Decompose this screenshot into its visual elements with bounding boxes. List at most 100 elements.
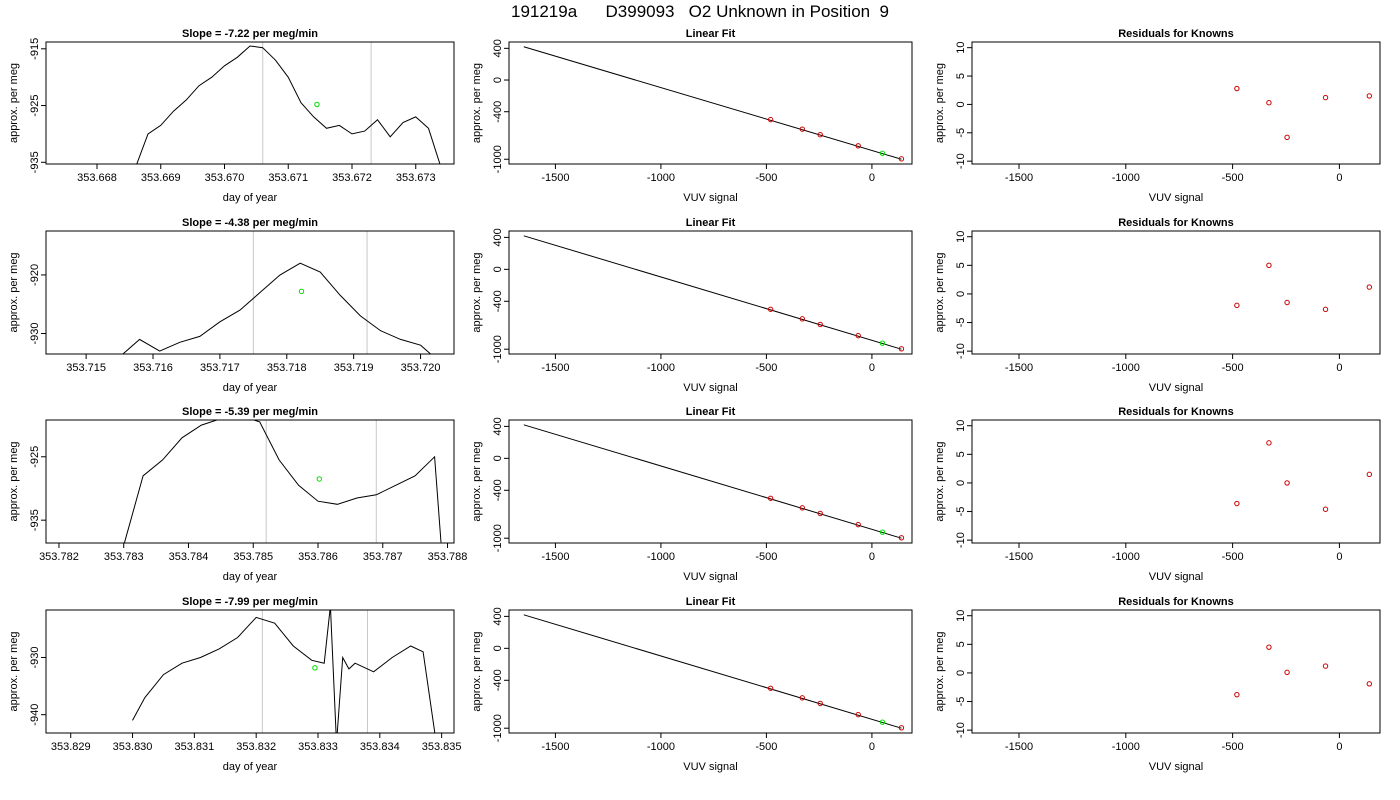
x-tick-label: -500: [755, 741, 777, 753]
x-tick-label: 0: [1336, 172, 1342, 184]
known-point: [1266, 644, 1272, 650]
plot-frame: [508, 230, 913, 355]
y-tick-label: -400: [492, 479, 504, 501]
x-tick-label: 353.835: [422, 741, 462, 753]
fit-line: [523, 235, 902, 350]
panel-title: Slope = -7.22 per meg/min: [182, 28, 318, 40]
series-line: [122, 262, 432, 354]
x-tick-label: -500: [1222, 362, 1244, 374]
plot-area: [136, 42, 441, 164]
x-tick-label: 0: [869, 551, 875, 563]
x-axis-label: VUV signal: [1149, 382, 1203, 394]
x-axis-label: day of year: [223, 571, 278, 583]
panel-fit-3: Linear Fit -1500 -1000 -500 0 400 0 -400 -1000 VU…: [471, 406, 913, 583]
unknown-point: [314, 101, 320, 108]
plot-area: [523, 235, 905, 352]
plot-frame: [971, 609, 1381, 734]
plot-frame: [971, 41, 1381, 165]
y-tick-label: 0: [492, 455, 504, 461]
x-tick-label: -1500: [541, 551, 569, 563]
plot-area: [1234, 85, 1373, 141]
y-tick-label: -5: [955, 507, 967, 517]
x-tick-label: 353.715: [66, 362, 106, 374]
known-point: [1234, 85, 1240, 92]
y-axis-label: approx. per meg: [8, 631, 20, 711]
y-tick-label: 400: [492, 417, 504, 435]
known-point: [1266, 100, 1272, 106]
known-point: [898, 535, 905, 541]
y-tick-label: -400: [492, 669, 504, 691]
known-point: [817, 700, 823, 707]
x-tick-label: 353.833: [298, 741, 338, 753]
x-tick-label: 353.717: [200, 362, 240, 374]
y-tick-label: -935: [29, 151, 41, 173]
y-axis-label: approx. per meg: [471, 441, 483, 521]
x-tick-label: -1000: [1112, 362, 1140, 374]
x-tick-label: -1500: [541, 172, 569, 184]
y-axis-label: approx. per meg: [934, 63, 946, 143]
known-point: [1322, 506, 1329, 512]
y-tick-label: 0: [492, 645, 504, 651]
plot-area: [122, 231, 432, 354]
y-tick-label: -930: [29, 322, 41, 344]
x-tick-label: -1500: [1005, 362, 1033, 374]
y-tick-label: 0: [492, 266, 504, 272]
x-tick-label: 353.668: [77, 172, 117, 184]
known-point: [1284, 669, 1290, 676]
x-tick-label: -500: [755, 551, 777, 563]
fit-line: [523, 614, 902, 729]
known-point: [898, 346, 905, 352]
series-line: [136, 45, 441, 164]
known-point: [799, 126, 805, 132]
panel-resid-2: Residuals for Knowns -1500 -1000 -500 0 10 5 0 -…: [934, 217, 1381, 394]
panel-title: Linear Fit: [686, 406, 736, 418]
plot-frame: [971, 419, 1381, 544]
y-axis-label: approx. per meg: [934, 631, 946, 711]
x-tick-label: 353.829: [51, 741, 91, 753]
x-tick-label: -1000: [647, 172, 675, 184]
panel-drift-1: Slope = -7.22 per meg/min 353.668 353.669 3…: [8, 28, 455, 204]
known-point: [817, 510, 823, 517]
x-tick-label: 0: [1336, 551, 1342, 563]
y-tick-label: 10: [955, 42, 967, 54]
panel-title: Slope = -4.38 per meg/min: [182, 217, 318, 229]
known-point: [898, 725, 905, 731]
panel-resid-3: Residuals for Knowns -1500 -1000 -500 0 10 5 0 -…: [934, 406, 1381, 583]
y-tick-label: -935: [29, 509, 41, 531]
plot-area: [132, 610, 436, 733]
x-tick-label: 353.720: [401, 362, 441, 374]
y-axis-label: approx. per meg: [934, 252, 946, 332]
y-tick-label: 400: [492, 228, 504, 246]
panel-title: Residuals for Knowns: [1118, 596, 1234, 608]
x-tick-label: 353.787: [363, 551, 403, 563]
known-point: [767, 685, 774, 691]
fit-line: [523, 424, 902, 539]
panel-title: Residuals for Knowns: [1118, 217, 1234, 229]
plot-frame: [45, 230, 455, 355]
x-axis-label: day of year: [223, 192, 278, 204]
x-tick-label: 353.831: [174, 741, 214, 753]
known-point: [1322, 306, 1329, 313]
y-tick-label: 0: [955, 480, 967, 486]
known-point: [1234, 302, 1240, 309]
plot-frame: [508, 41, 913, 165]
known-point: [767, 306, 774, 312]
known-point: [799, 505, 805, 511]
plot-frame: [508, 419, 913, 544]
x-tick-label: 353.788: [428, 551, 468, 563]
unknown-point: [879, 529, 886, 535]
known-point: [1322, 663, 1329, 669]
x-tick-label: -1500: [541, 741, 569, 753]
x-tick-label: 353.718: [267, 362, 307, 374]
plot-area: [523, 614, 905, 731]
plot-area: [523, 46, 905, 162]
x-tick-label: 353.719: [334, 362, 374, 374]
x-tick-label: 353.671: [268, 172, 308, 184]
y-tick-label: -925: [29, 446, 41, 468]
panel-title: Residuals for Knowns: [1118, 28, 1234, 40]
x-tick-label: -1500: [1005, 551, 1033, 563]
y-tick-label: -1000: [492, 335, 504, 363]
panel-drift-3: Slope = -5.39 per meg/min 353.782 353.783 3…: [8, 406, 467, 583]
unknown-point: [316, 476, 322, 482]
y-tick-label: -400: [492, 290, 504, 312]
